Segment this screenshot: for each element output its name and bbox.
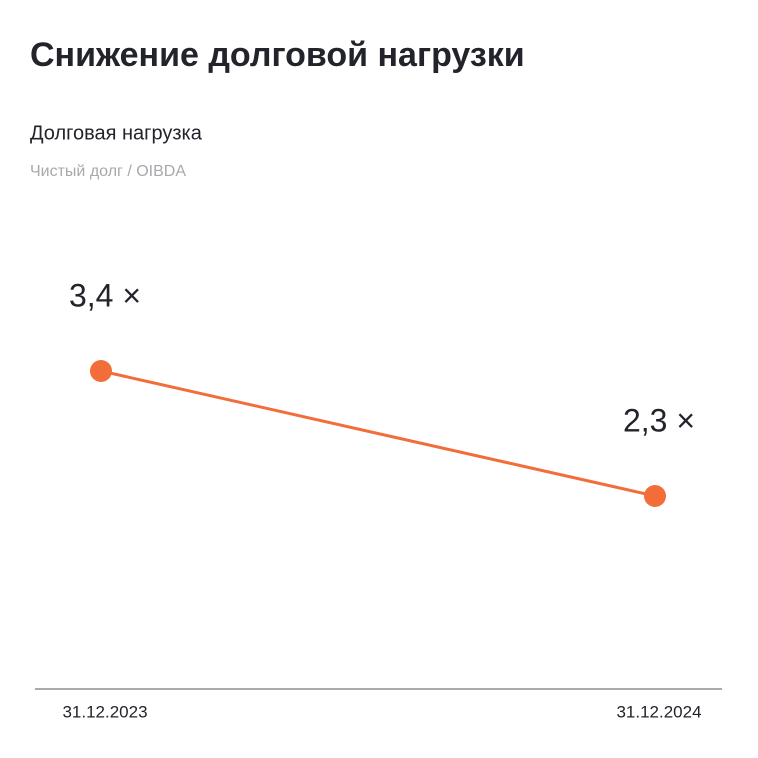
chart-title: Снижение долговой нагрузки [30,36,525,74]
data-point [644,485,666,507]
chart-note: Чистый долг / OIBDA [30,163,186,180]
x-tick-label: 31.12.2024 [616,702,701,721]
data-point [90,360,112,382]
value-label: 2,3 × [623,402,695,438]
value-label: 3,4 × [69,277,141,313]
x-tick-label: 31.12.2023 [62,702,147,721]
chart-subtitle: Долговая нагрузка [30,122,203,144]
data-line [100,369,656,498]
